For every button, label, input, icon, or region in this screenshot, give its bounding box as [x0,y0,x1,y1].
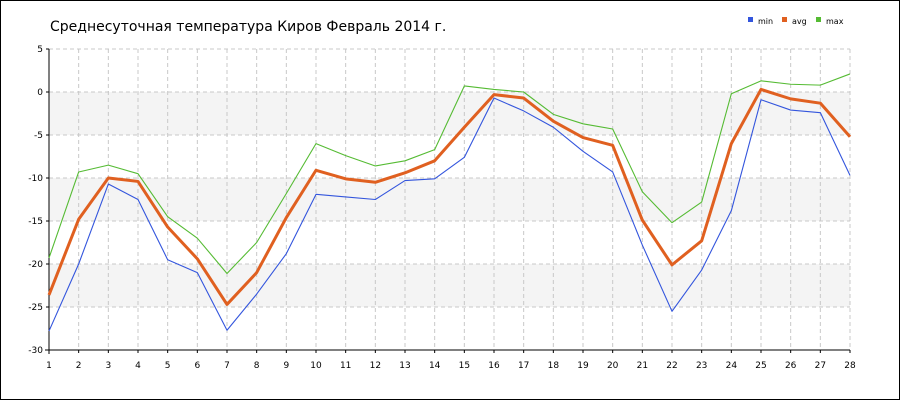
x-tick-label: 5 [165,361,171,371]
x-tick-label: 21 [637,361,648,371]
legend-swatch-max [816,17,821,22]
x-tick-label: 14 [429,361,441,371]
x-tick-labels: 1 2 3 4 5 6 7 8 9 10 11 12 13 14 15 16 17 18 19 20 21 22 23 24 2… [46,350,856,371]
x-tick-label: 11 [340,361,351,371]
x-tick-label: 15 [459,361,470,371]
x-tick-label: 22 [666,361,677,371]
chart-title: Среднесуточная температура Киров Февраль… [50,19,446,35]
x-tick-label: 27 [815,361,826,371]
x-tick-label: 28 [844,361,856,371]
x-tick-label: 12 [370,361,381,371]
y-tick-label: -10 [28,174,43,184]
x-tick-label: 2 [76,361,82,371]
x-tick-label: 26 [785,361,797,371]
x-tick-label: 7 [224,361,230,371]
background-bands [49,92,850,307]
y-tick-label: -15 [28,217,43,227]
y-tick-label: -20 [28,260,43,270]
y-tick-label: 0 [37,88,43,98]
axes [45,49,850,354]
band [49,92,850,135]
x-tick-label: 20 [607,361,619,371]
legend: min avg max [748,17,844,26]
x-tick-label: 17 [518,361,529,371]
x-tick-label: 8 [254,361,260,371]
y-tick-label: 5 [37,45,43,55]
legend-label-min: min [758,17,773,26]
series-lines [47,73,852,332]
x-tick-label: 19 [577,361,589,371]
x-tick-label: 16 [488,361,500,371]
y-tick-label: -5 [34,131,43,141]
y-tick-label: -30 [28,346,43,356]
y-tick-labels: 5 0 -5 -10 -15 -20 -25 -30 [28,45,49,356]
band [49,178,850,221]
y-tick-label: -25 [28,303,43,313]
x-tick-label: 24 [726,361,738,371]
legend-label-avg: avg [792,17,807,26]
series-line-max [48,73,851,275]
x-tick-label: 25 [755,361,766,371]
legend-swatch-min [748,17,753,22]
series-line-min [48,97,851,332]
x-tick-label: 4 [135,361,141,371]
series-line-avg [47,87,852,306]
x-tick-label: 18 [548,361,560,371]
x-tick-label: 3 [105,361,111,371]
x-tick-label: 9 [283,361,289,371]
x-tick-label: 23 [696,361,707,371]
legend-swatch-avg [782,17,787,22]
x-tick-label: 6 [194,361,200,371]
x-tick-label: 13 [399,361,410,371]
legend-label-max: max [826,17,844,26]
x-tick-label: 1 [46,361,52,371]
x-tick-label: 10 [310,361,322,371]
band [49,264,850,307]
